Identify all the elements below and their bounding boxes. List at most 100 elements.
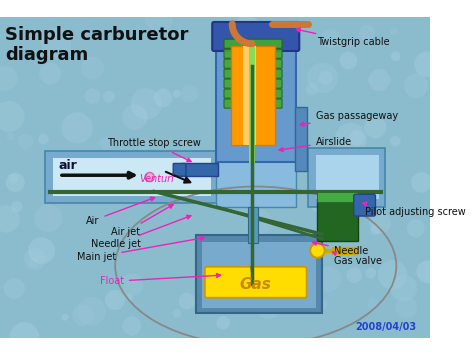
Circle shape [28,257,38,268]
Text: Needle jet: Needle jet [91,215,191,249]
Circle shape [307,62,338,93]
Circle shape [248,210,273,234]
Circle shape [378,260,407,290]
FancyBboxPatch shape [173,163,186,176]
Text: Gas passageway: Gas passageway [300,111,398,126]
Circle shape [227,240,244,257]
FancyBboxPatch shape [202,242,316,308]
Circle shape [369,212,391,234]
Text: Throttle stop screw: Throttle stop screw [107,138,201,162]
Circle shape [11,201,22,212]
Circle shape [365,268,376,278]
FancyBboxPatch shape [247,207,258,243]
Text: Air: Air [86,197,155,225]
Circle shape [404,73,428,98]
Circle shape [316,266,341,292]
Circle shape [310,243,325,258]
FancyBboxPatch shape [224,39,282,48]
Circle shape [349,130,365,146]
Circle shape [28,237,55,264]
Circle shape [368,69,390,91]
Circle shape [371,224,381,235]
FancyBboxPatch shape [212,22,299,51]
Circle shape [145,173,154,181]
Circle shape [137,138,149,151]
FancyBboxPatch shape [224,99,282,108]
Circle shape [306,83,318,95]
FancyBboxPatch shape [243,45,256,145]
Circle shape [9,322,39,352]
Circle shape [105,290,125,310]
Circle shape [122,317,141,335]
Circle shape [210,289,227,305]
FancyBboxPatch shape [216,27,296,162]
Circle shape [270,251,280,260]
Circle shape [4,278,25,299]
Circle shape [62,112,93,144]
Circle shape [414,51,439,77]
Circle shape [390,136,401,147]
Text: Airslide: Airslide [279,137,352,152]
Circle shape [390,274,417,301]
Circle shape [331,211,356,237]
Circle shape [301,151,319,168]
Circle shape [41,28,71,58]
Circle shape [179,293,195,310]
Circle shape [390,28,398,36]
Circle shape [72,305,93,326]
Circle shape [173,309,182,318]
FancyBboxPatch shape [182,163,218,176]
Text: Venturi: Venturi [139,175,173,185]
Circle shape [125,294,133,301]
Circle shape [346,267,362,283]
FancyBboxPatch shape [205,267,307,297]
Text: Pilot adjusting screw: Pilot adjusting screw [363,202,465,217]
FancyBboxPatch shape [196,235,322,313]
Circle shape [269,71,277,80]
Circle shape [248,160,271,182]
FancyBboxPatch shape [224,89,282,98]
FancyBboxPatch shape [354,194,375,216]
Circle shape [367,298,379,310]
Circle shape [310,195,328,213]
FancyBboxPatch shape [224,79,282,88]
Text: Main jet: Main jet [77,236,204,262]
Circle shape [417,260,439,283]
Circle shape [85,88,100,104]
Circle shape [335,160,350,175]
Circle shape [317,300,327,310]
Circle shape [255,292,282,319]
FancyBboxPatch shape [231,45,275,145]
FancyBboxPatch shape [309,148,385,207]
Circle shape [100,150,119,170]
Circle shape [39,62,61,84]
Text: Needle: Needle [312,241,368,256]
Circle shape [0,101,25,132]
Text: Gas: Gas [240,277,272,291]
Text: Float: Float [100,273,220,286]
Circle shape [250,36,274,60]
Circle shape [120,273,143,296]
Text: 2008/04/03: 2008/04/03 [356,322,417,332]
Circle shape [261,172,281,192]
Text: air: air [59,159,78,172]
Circle shape [77,297,106,326]
Circle shape [364,166,376,178]
Circle shape [0,66,18,91]
Circle shape [217,316,230,329]
Circle shape [279,236,302,259]
Circle shape [364,116,386,138]
Circle shape [18,133,33,149]
Circle shape [173,89,181,98]
FancyBboxPatch shape [318,192,358,241]
FancyBboxPatch shape [295,107,308,171]
Circle shape [391,51,401,61]
Text: Air jet: Air jet [110,204,173,237]
Circle shape [154,88,173,107]
Circle shape [395,297,417,318]
Circle shape [35,204,62,232]
Circle shape [145,4,173,32]
Circle shape [7,132,15,140]
Circle shape [339,51,357,70]
Circle shape [130,88,162,120]
